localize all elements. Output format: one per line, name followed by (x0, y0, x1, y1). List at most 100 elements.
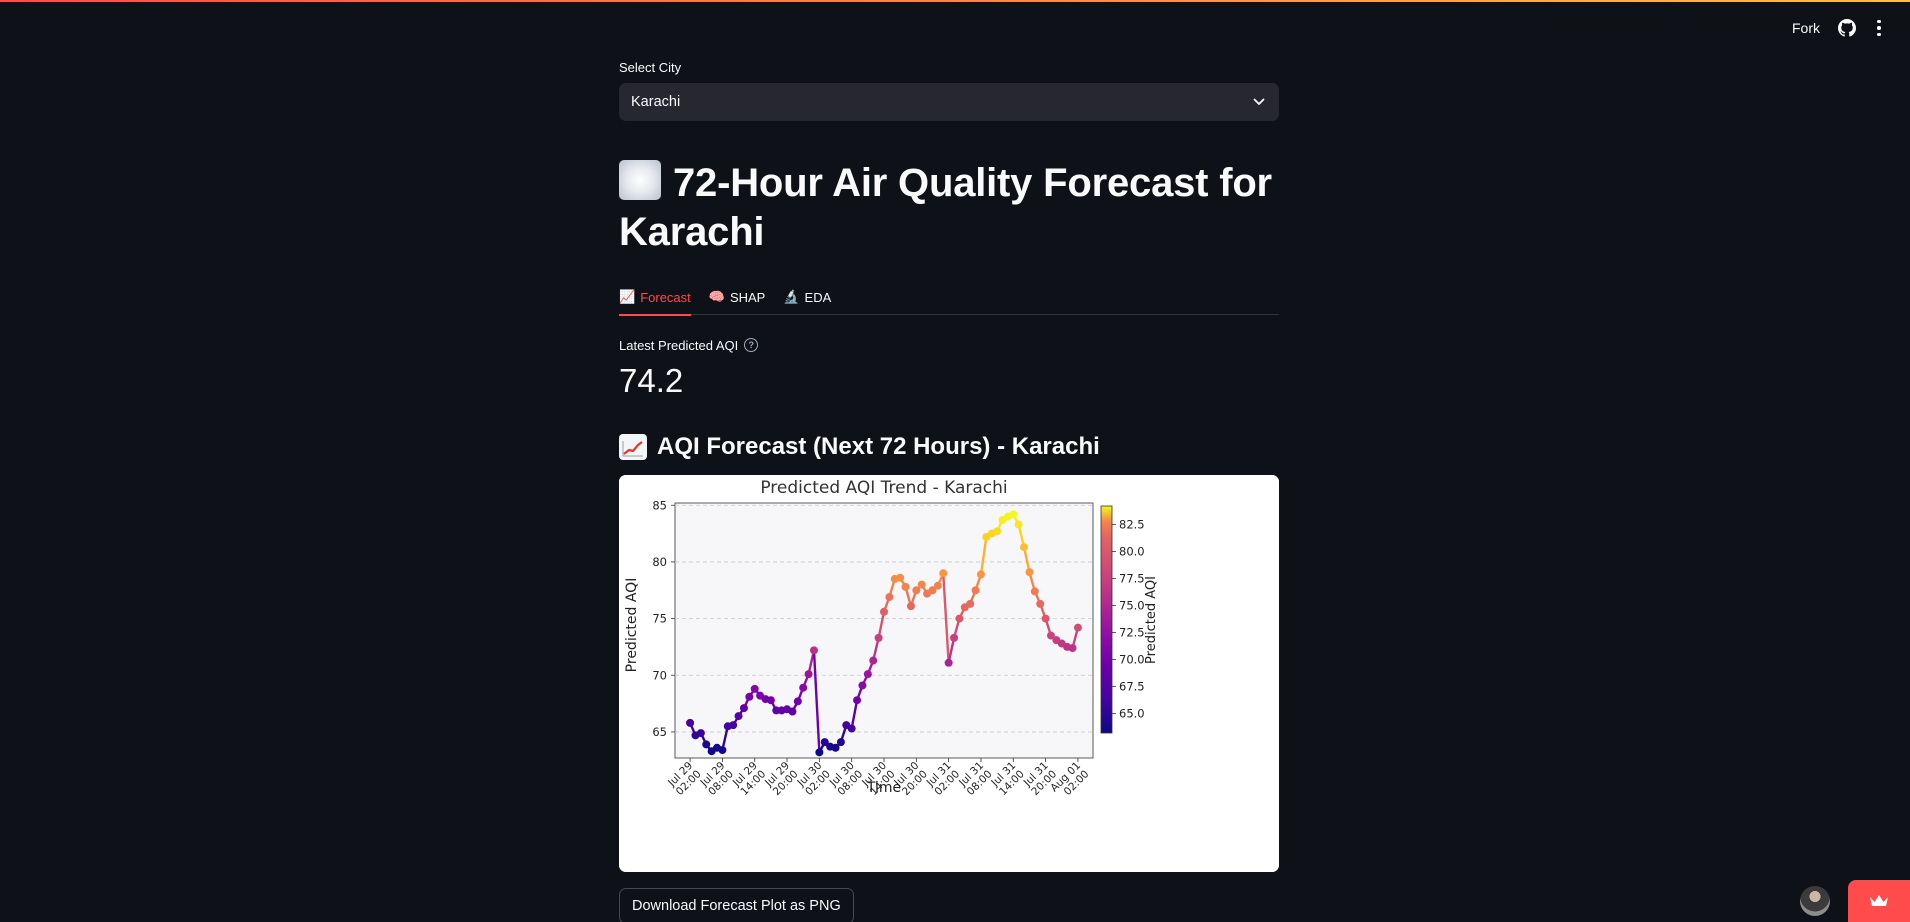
data-point (976, 570, 985, 579)
data-point (696, 729, 705, 738)
colorbar-tick-label: 80.0 (1119, 544, 1145, 558)
colorbar-tick-label: 70.0 (1119, 652, 1145, 666)
data-point (955, 614, 964, 623)
brain-icon: 🧠 (708, 289, 725, 304)
y-tick-label: 85 (652, 498, 667, 512)
series-segment (812, 649, 821, 754)
kebab-menu-icon[interactable] (1874, 19, 1884, 37)
data-point (847, 724, 856, 733)
metric-label: Latest Predicted AQI ? (619, 335, 1279, 355)
tab-shap[interactable]: 🧠 SHAP (709, 279, 766, 315)
data-point (804, 670, 813, 679)
main-content: Select City Karachi 72-Hour Air Quality … (619, 58, 1279, 922)
data-point (933, 581, 942, 590)
data-point (815, 748, 824, 757)
top-toolbar: Fork (1792, 16, 1884, 40)
x-axis-label: Time (866, 780, 901, 796)
tab-forecast-label: Forecast (640, 289, 691, 305)
colorbar (1100, 505, 1113, 734)
data-point (901, 582, 910, 591)
data-point (1009, 510, 1018, 519)
data-point (950, 633, 959, 642)
data-point (896, 573, 905, 582)
streamlit-crown-icon[interactable] (1848, 880, 1910, 922)
fork-button[interactable]: Fork (1792, 20, 1820, 36)
section-title-text: AQI Forecast (Next 72 Hours) - Karachi (657, 433, 1100, 460)
top-decoration-stripe (0, 0, 1910, 2)
data-point (1036, 599, 1045, 608)
colorbar-label: Predicted AQI (1144, 576, 1159, 664)
data-point (702, 740, 711, 749)
data-point (944, 658, 953, 667)
colorbar-tick-label: 82.5 (1119, 517, 1145, 531)
data-point (1073, 623, 1082, 632)
data-point (1025, 568, 1034, 577)
avatar[interactable] (1800, 886, 1830, 916)
metric-value: 74.2 (619, 362, 684, 399)
data-point (1020, 543, 1029, 552)
chart-increasing-icon: 📈 (619, 289, 636, 304)
data-point (863, 670, 872, 679)
data-point (853, 696, 862, 705)
data-point (858, 681, 867, 690)
data-point (966, 599, 975, 608)
page-title: 72-Hour Air Quality Forecast for Karachi (619, 159, 1279, 257)
y-tick-label: 80 (652, 555, 667, 569)
y-tick-label: 65 (652, 725, 667, 739)
data-point (745, 692, 754, 701)
help-icon[interactable]: ? (744, 338, 759, 352)
chevron-down-icon (1253, 98, 1265, 105)
data-point (739, 704, 748, 713)
city-select[interactable]: Karachi (619, 83, 1279, 121)
data-point (831, 743, 840, 752)
data-point (686, 718, 695, 727)
data-point (928, 586, 937, 595)
series-segment (877, 610, 886, 640)
github-icon[interactable] (1838, 19, 1856, 37)
data-point (874, 633, 883, 642)
y-tick-label: 75 (652, 612, 667, 626)
colorbar-tick-label: 67.5 (1119, 680, 1145, 694)
data-point (912, 586, 921, 595)
chart-title: Predicted AQI Trend - Karachi (760, 478, 1007, 498)
data-point (729, 721, 738, 730)
aqi-forecast-chart: 65 70 75 80 85 Jul 29 02:00 Jul 29 08:00 Jul 29 1… (619, 475, 1279, 872)
colorbar-tick-label: 72.5 (1119, 625, 1145, 639)
data-point (1068, 644, 1077, 653)
data-point (766, 696, 775, 705)
section-title: AQI Forecast (Next 72 Hours) - Karachi (619, 431, 1279, 463)
series-segment (721, 725, 729, 752)
fog-emoji-icon (619, 160, 661, 200)
tab-bar: 📈 Forecast 🧠 SHAP 🔬 EDA (619, 279, 1279, 316)
data-point (1041, 614, 1050, 623)
data-point (906, 602, 915, 611)
data-point (869, 656, 878, 665)
data-point (1014, 520, 1023, 529)
data-point (993, 527, 1002, 536)
microscope-icon: 🔬 (783, 289, 800, 304)
tab-shap-label: SHAP (729, 289, 766, 305)
series-segment (979, 535, 988, 576)
chart-increasing-icon (619, 434, 647, 460)
series-segment (942, 572, 950, 665)
data-point (820, 738, 829, 747)
series-segment (1022, 545, 1031, 574)
colorbar-tick-label: 75.0 (1119, 598, 1145, 612)
y-tick-label: 70 (652, 668, 667, 682)
series-segment (850, 698, 859, 730)
data-point (750, 684, 759, 693)
tab-eda[interactable]: 🔬 EDA (783, 279, 831, 315)
tab-forecast[interactable]: 📈 Forecast (619, 279, 691, 316)
data-point (880, 607, 888, 616)
series-segment (947, 636, 956, 665)
data-point (885, 593, 894, 602)
city-select-value: Karachi (631, 94, 681, 110)
page-title-text: 72-Hour Air Quality Forecast for Karachi (619, 161, 1272, 254)
download-plot-button[interactable]: Download Forecast Plot as PNG (619, 888, 854, 922)
data-point (917, 580, 926, 589)
y-axis-label: Predicted AQI (624, 578, 640, 673)
colorbar-tick-label: 65.0 (1119, 707, 1145, 721)
data-point (793, 697, 802, 706)
data-point (718, 746, 727, 755)
